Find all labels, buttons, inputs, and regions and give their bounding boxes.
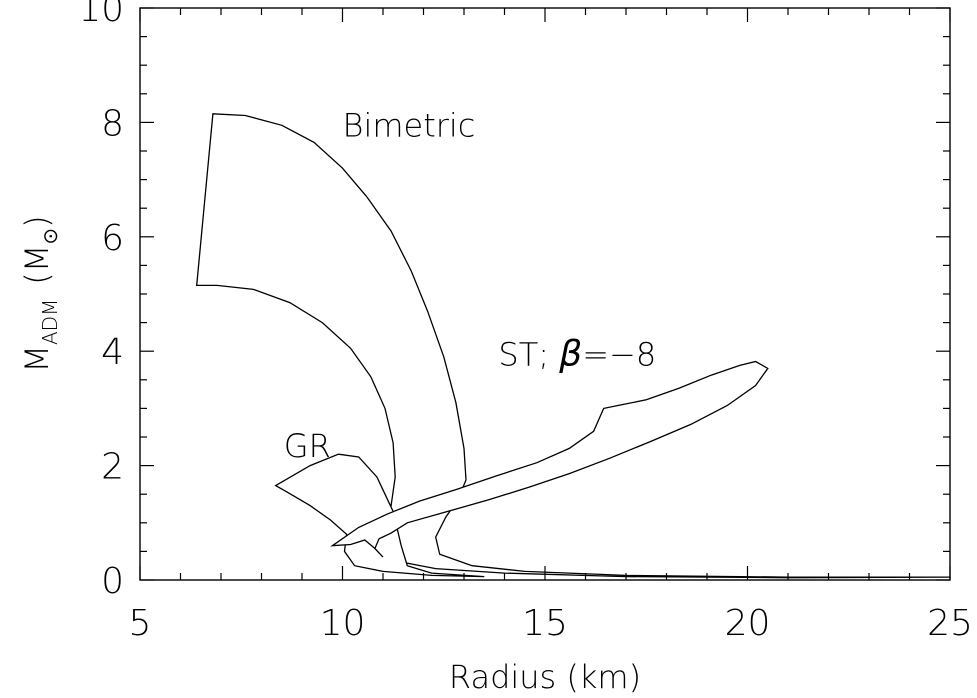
y-tick-label: 2 [101, 447, 124, 488]
series-label-2: ST; β=−8 [498, 334, 656, 375]
x-tick-label: 10 [320, 603, 366, 644]
series-label-symbol: β [558, 334, 582, 375]
regions-layer [195, 113, 951, 579]
vertical-region [330, 360, 769, 558]
series-label-text: ST; [498, 336, 559, 374]
x-tick-label: 25 [927, 603, 973, 644]
x-tick-label: 20 [725, 603, 771, 644]
series-label-rest: =−8 [582, 336, 656, 374]
series-label-1: GR [284, 427, 331, 465]
y-axis-title-sun-symbol: ⊙ [38, 228, 62, 245]
y-axis-title-main: M [18, 345, 56, 373]
labels-layer: Bimetric GR ST; β=−8 [284, 107, 656, 465]
y-tick-label: 4 [101, 332, 124, 373]
x-axis-title: Radius (km) [449, 658, 641, 696]
y-tick-label: 8 [101, 103, 124, 144]
x-tick-label: 5 [129, 603, 152, 644]
axes-layer: 5 10 15 20 25 0 2 4 6 8 10 Radius (km) MADM (M⊙) [18, 0, 973, 696]
y-axis-title-sub: ADM [38, 299, 62, 345]
y-tick-label: 10 [78, 0, 124, 30]
y-tick-label: 0 [101, 561, 124, 602]
y-axis-title: MADM (M⊙) [18, 215, 62, 372]
y-axis-title-unit: (M [18, 245, 56, 285]
x-tick-label: 15 [522, 603, 568, 644]
y-tick-label: 6 [101, 218, 124, 259]
diagonal-region [274, 453, 485, 578]
series-label-0: Bimetric [343, 107, 476, 145]
y-axis-title-unit-close: ) [18, 215, 56, 227]
plot-frame [139, 7, 951, 581]
